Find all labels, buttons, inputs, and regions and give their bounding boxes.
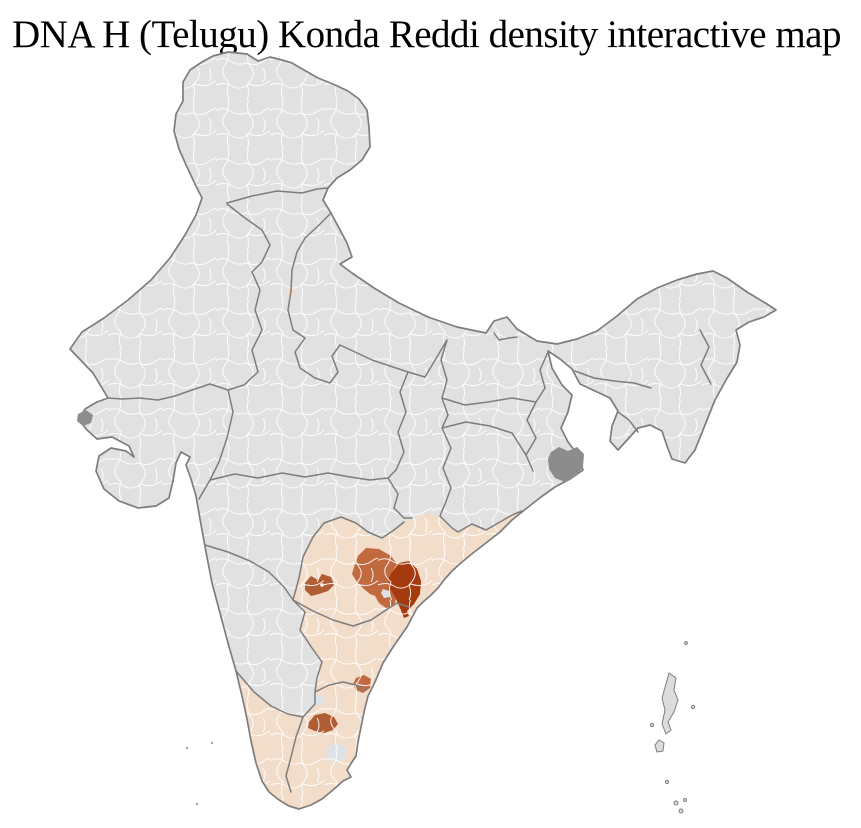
- delta-shade: [548, 447, 584, 482]
- kutch-creek-shade: [77, 410, 93, 426]
- lakshadweep-islands[interactable]: [185, 741, 214, 806]
- state-borders-layer: [107, 187, 712, 793]
- page-title: DNA H (Telugu) Konda Reddi density inter…: [12, 13, 841, 56]
- andaman-nicobar-islands[interactable]: [649, 641, 696, 814]
- district-borders-texture: [70, 52, 776, 809]
